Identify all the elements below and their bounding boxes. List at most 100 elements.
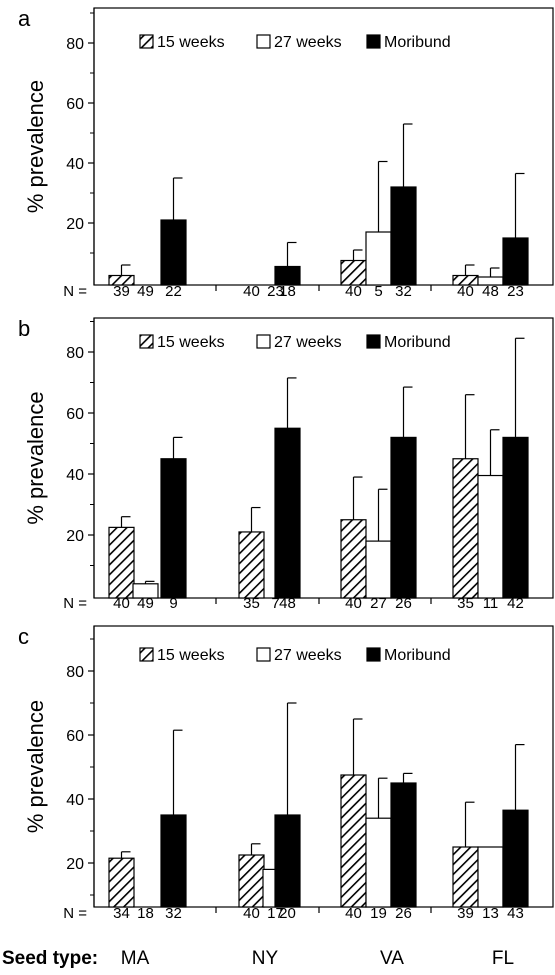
- y-tick-label: 20: [66, 856, 84, 873]
- y-tick-label: 40: [66, 792, 84, 809]
- n-label: N =: [63, 283, 87, 300]
- n-value: 40: [243, 905, 260, 922]
- n-value: 20: [279, 905, 296, 922]
- x-category-label: MA: [121, 948, 150, 969]
- legend-swatch-black: [366, 647, 381, 662]
- y-tick-label: 40: [66, 467, 84, 484]
- n-value: 19: [370, 905, 387, 922]
- y-axis-label: % prevalence: [23, 80, 48, 213]
- y-tick-label: 60: [66, 96, 84, 113]
- n-value: 40: [345, 595, 362, 612]
- x-category-label: FL: [492, 948, 514, 969]
- legend-swatch-white: [256, 334, 271, 349]
- n-value: 7: [271, 595, 279, 612]
- seed-type-axis: Seed type: MA NY VA FL: [2, 948, 514, 969]
- n-value: 23: [267, 283, 284, 300]
- n-value: 18: [137, 905, 154, 922]
- y-tick-label: 40: [66, 156, 84, 173]
- n-value: 23: [507, 283, 524, 300]
- bar-black: [390, 782, 417, 908]
- n-value: 5: [374, 283, 382, 300]
- y-axis-label: % prevalence: [23, 700, 48, 833]
- legend-label: 15 weeks: [157, 334, 225, 351]
- x-category-label: VA: [380, 948, 404, 969]
- plot-frame: [93, 7, 554, 286]
- n-value: 48: [482, 283, 499, 300]
- bar-black: [502, 237, 529, 286]
- legend-label: Moribund: [384, 34, 451, 51]
- n-value: 17: [267, 905, 284, 922]
- n-value: 27: [370, 595, 387, 612]
- y-tick-label: 80: [66, 36, 84, 53]
- bar-black: [502, 809, 529, 908]
- x-axis-title: Seed type:: [2, 948, 98, 969]
- bar-hatched: [108, 526, 135, 599]
- n-value: 48: [279, 595, 296, 612]
- y-axis-label: % prevalence: [23, 391, 48, 524]
- n-value: 34: [113, 905, 130, 922]
- legend-label: 15 weeks: [157, 34, 225, 51]
- legend-swatch-hatched: [139, 647, 154, 662]
- x-category-label: NY: [252, 948, 279, 969]
- bar-hatched: [340, 259, 367, 286]
- plot-frame: [93, 317, 554, 599]
- legend-label: 27 weeks: [274, 647, 342, 664]
- y-tick-label: 20: [66, 528, 84, 545]
- n-value: 40: [345, 905, 362, 922]
- legend-swatch-black: [366, 34, 381, 49]
- n-label: N =: [63, 595, 87, 612]
- n-value: 40: [243, 283, 260, 300]
- n-value: 35: [457, 595, 474, 612]
- legend-label: Moribund: [384, 647, 451, 664]
- n-value: 11: [483, 595, 499, 612]
- chart-panel-c: c % prevalence 20 40 60 80 15 weeks 27 weeks Mor…: [18, 624, 554, 922]
- legend-label: 15 weeks: [157, 647, 225, 664]
- y-tick-label: 80: [66, 664, 84, 681]
- n-value: 39: [113, 283, 130, 300]
- bar-white: [365, 817, 392, 908]
- n-value: 39: [457, 905, 474, 922]
- bar-hatched: [340, 519, 367, 599]
- legend-swatch-white: [256, 647, 271, 662]
- bar-black: [160, 814, 187, 908]
- legend-swatch-hatched: [139, 334, 154, 349]
- n-value: 40: [345, 283, 362, 300]
- legend-label: Moribund: [384, 334, 451, 351]
- panel-label: b: [18, 316, 30, 341]
- chart-panel-a: a % prevalence 20 40 60 80 15 weeks 27 weeks Mor…: [18, 6, 554, 300]
- n-value: 35: [243, 595, 260, 612]
- bar-black: [160, 219, 187, 286]
- n-value: 9: [169, 595, 177, 612]
- n-value: 49: [137, 283, 154, 300]
- bar-white: [477, 846, 504, 908]
- n-value: 32: [165, 905, 182, 922]
- bar-hatched: [452, 846, 479, 908]
- legend-label: 27 weeks: [274, 334, 342, 351]
- bar-white: [477, 474, 504, 599]
- bar-white: [365, 540, 392, 599]
- y-tick-label: 60: [66, 406, 84, 423]
- n-value: 26: [395, 905, 412, 922]
- legend-swatch-white: [256, 34, 271, 49]
- bar-black: [502, 436, 529, 599]
- bar-black: [390, 436, 417, 599]
- panel-label: a: [18, 6, 31, 31]
- legend-swatch-black: [366, 334, 381, 349]
- n-value: 49: [137, 595, 154, 612]
- legend-swatch-hatched: [139, 34, 154, 49]
- panel-label: c: [18, 624, 29, 649]
- bar-white: [365, 231, 392, 286]
- n-value: 43: [507, 905, 524, 922]
- bar-hatched: [238, 531, 265, 599]
- n-value: 22: [165, 283, 182, 300]
- y-tick-label: 60: [66, 728, 84, 745]
- bar-hatched: [108, 857, 135, 908]
- n-value: 40: [113, 595, 130, 612]
- y-tick-label: 20: [66, 216, 84, 233]
- bar-hatched: [238, 854, 265, 908]
- n-value: 40: [457, 283, 474, 300]
- bar-black: [160, 458, 187, 599]
- n-value: 42: [507, 595, 524, 612]
